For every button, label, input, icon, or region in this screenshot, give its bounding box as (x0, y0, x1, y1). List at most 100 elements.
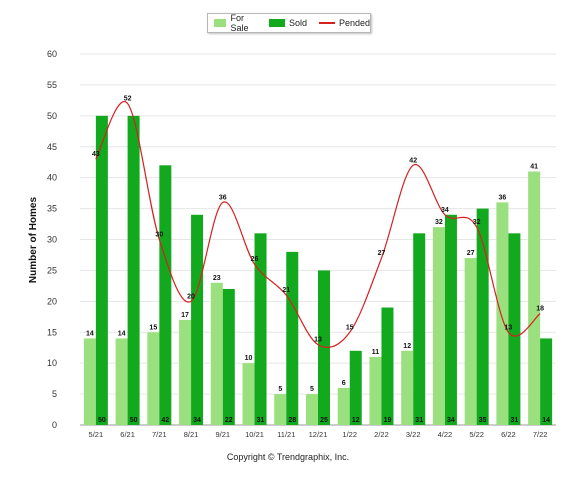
bar-sold (159, 165, 172, 426)
for-sale-value-label: 15 (149, 324, 157, 331)
for-sale-value-label: 5 (278, 386, 282, 393)
pended-value-label: 18 (536, 306, 544, 313)
bar-for-sale (306, 394, 318, 425)
sold-value-label: 12 (352, 417, 360, 424)
legend-label-for-sale: For Sale (230, 13, 249, 33)
y-tick-label: 20 (47, 296, 57, 306)
pended-value-label: 42 (409, 157, 417, 164)
bar-for-sale (401, 350, 414, 425)
x-tick-label: 8/21 (184, 430, 199, 439)
pended-value-label: 13 (314, 337, 322, 344)
legend-label-pended: Pended (338, 18, 370, 28)
for-sale-value-label: 23 (213, 275, 221, 282)
y-tick-label: 30 (47, 235, 57, 245)
y-tick-label: 10 (47, 358, 57, 368)
pended-line (95, 100, 541, 348)
x-tick-label: 6/21 (120, 430, 135, 439)
bar-sold (191, 214, 204, 425)
bar-sold (95, 115, 108, 425)
data-labels: 1450145015421734232210315285256121119123… (86, 95, 550, 424)
y-axis-label: Number of Homes (28, 197, 39, 284)
bar-sold (381, 307, 394, 425)
x-tick-label: 9/21 (215, 430, 230, 439)
x-tick-label: 5/22 (469, 430, 484, 439)
pended-value-label: 15 (346, 324, 354, 331)
y-tick-label: 40 (47, 173, 57, 183)
bar-sold (286, 251, 299, 425)
x-tick-label: 2/22 (374, 430, 389, 439)
x-tick-label: 11/21 (277, 430, 295, 439)
pended-value-label: 52 (124, 95, 132, 102)
for-sale-value-label: 12 (403, 343, 411, 350)
bars (83, 115, 553, 426)
bar-for-sale (432, 227, 445, 425)
for-sale-value-label: 11 (372, 349, 380, 356)
legend: For Sale Sold Pended (207, 13, 371, 33)
for-sale-value-label: 14 (118, 330, 126, 337)
pended-value-label: 30 (155, 232, 163, 239)
legend-item-sold: Sold (268, 18, 307, 28)
bar-for-sale (242, 363, 255, 425)
y-tick-label: 55 (47, 80, 57, 90)
x-tick-label: 12/21 (309, 430, 328, 439)
sold-value-label: 22 (225, 417, 233, 424)
pended-value-label: 32 (473, 219, 481, 226)
sold-value-label: 14 (542, 417, 550, 424)
sold-value-label: 34 (193, 417, 201, 424)
sold-value-label: 31 (511, 417, 519, 424)
y-tick-label: 25 (47, 265, 57, 275)
bar-sold (444, 214, 457, 425)
bar-for-sale (179, 319, 192, 425)
bar-sold (413, 233, 426, 425)
legend-swatch-pended (318, 22, 335, 24)
bar-for-sale (115, 338, 128, 425)
x-tick-label: 3/22 (406, 430, 421, 439)
bar-sold (349, 350, 362, 425)
bar-sold (476, 208, 489, 425)
bar-for-sale (274, 394, 287, 425)
x-tick-label: 7/21 (152, 430, 167, 439)
y-tick-label: 45 (47, 142, 57, 152)
sold-value-label: 42 (161, 417, 169, 424)
sold-value-label: 31 (415, 417, 423, 424)
x-axis-ticks: 5/21 6/21 7/21 8/21 9/21 10/21 11/21 12/21 1/22 2… (89, 430, 548, 439)
for-sale-value-label: 5 (310, 386, 314, 393)
bar-for-sale (210, 282, 223, 425)
bar-sold (254, 233, 267, 425)
y-tick-label: 5 (52, 389, 57, 399)
sold-value-label: 34 (447, 417, 455, 424)
x-tick-label: 4/22 (438, 430, 453, 439)
bar-for-sale (369, 356, 382, 425)
bar-sold (222, 288, 235, 425)
y-tick-label: 35 (47, 204, 57, 214)
for-sale-value-label: 27 (467, 250, 475, 257)
bar-sold (540, 338, 553, 425)
bar-sold (127, 115, 140, 425)
pended-value-label: 43 (92, 151, 100, 158)
bar-for-sale (337, 387, 350, 425)
x-tick-label: 1/22 (342, 430, 357, 439)
x-tick-label: 5/21 (89, 430, 104, 439)
legend-swatch-for-sale (214, 19, 227, 27)
x-tick-label: 7/22 (533, 430, 548, 439)
pended-value-label: 27 (378, 250, 386, 257)
y-tick-label: 50 (47, 111, 57, 121)
pended-series-line (95, 100, 541, 348)
pended-value-label: 20 (187, 293, 195, 300)
pended-value-label: 13 (505, 324, 513, 331)
for-sale-value-label: 17 (181, 312, 189, 319)
bar-for-sale (496, 202, 509, 425)
sold-value-label: 19 (384, 417, 392, 424)
x-tick-label: 6/22 (501, 430, 516, 439)
for-sale-value-label: 14 (86, 330, 94, 337)
bar-for-sale (147, 332, 160, 425)
pended-value-label: 34 (441, 207, 449, 214)
pended-value-label: 36 (219, 194, 227, 201)
for-sale-value-label: 32 (435, 219, 443, 226)
sold-value-label: 50 (98, 417, 106, 424)
bar-for-sale (464, 258, 477, 425)
y-tick-label: 15 (47, 327, 57, 337)
pended-value-label: 26 (251, 256, 259, 263)
copyright-text: Copyright © Trendgraphix, Inc. (226, 452, 350, 462)
bar-for-sale (83, 338, 96, 425)
